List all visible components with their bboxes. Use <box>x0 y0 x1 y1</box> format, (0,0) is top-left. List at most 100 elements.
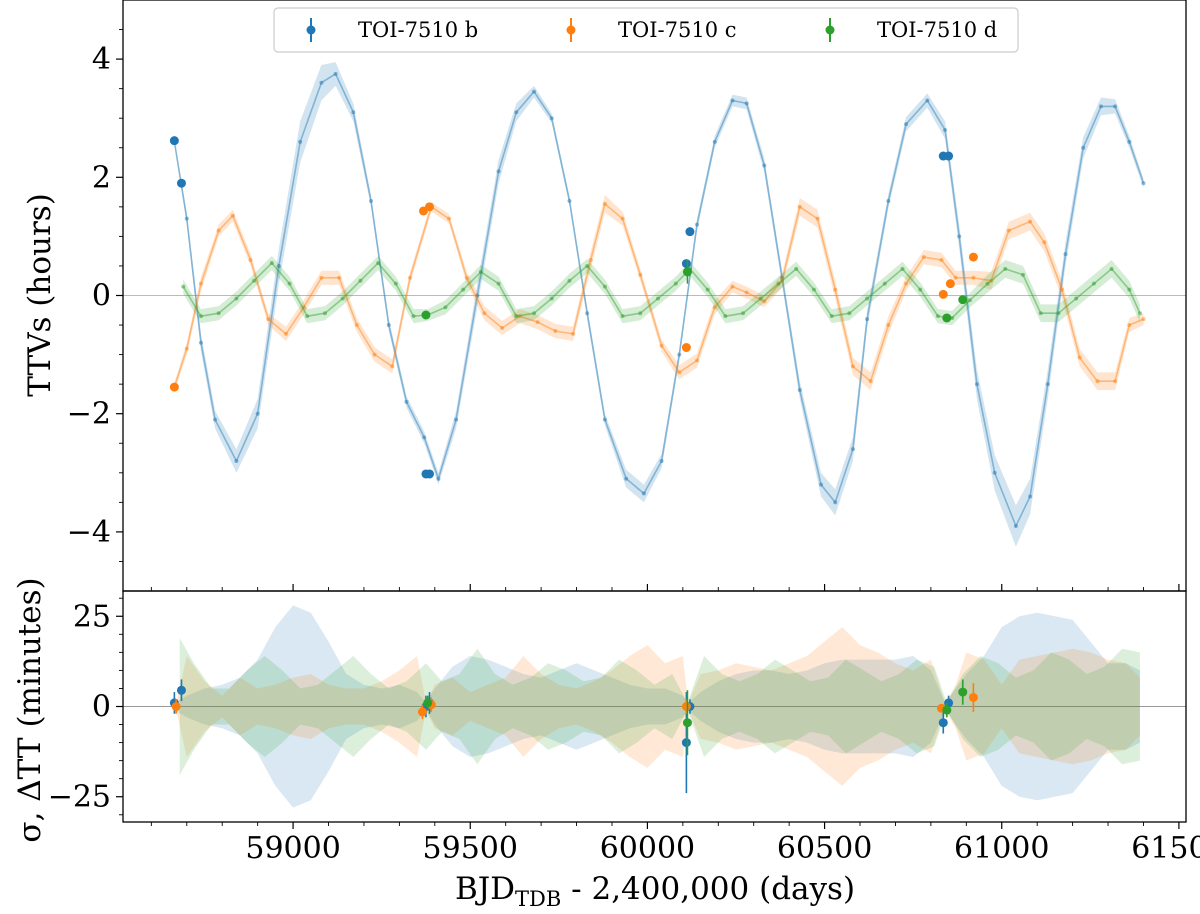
model-point-c <box>989 278 994 283</box>
model-point-d <box>287 281 292 286</box>
residual-point-c <box>171 702 181 711</box>
model-point-b <box>943 128 948 133</box>
model-point-b <box>659 458 664 463</box>
model-point-c <box>850 364 855 369</box>
model-point-d <box>918 287 923 292</box>
observed-point-c <box>681 343 691 353</box>
legend-entry-b: TOI-7510 b <box>306 18 478 42</box>
model-point-d <box>216 311 221 316</box>
uncertainty-band-c <box>176 627 1140 786</box>
model-point-d <box>252 278 257 283</box>
model-point-b <box>957 234 962 239</box>
model-point-b <box>198 340 203 345</box>
model-point-d <box>322 311 327 316</box>
model-point-c <box>904 281 909 286</box>
model-point-c <box>517 314 522 319</box>
legend-marker-c <box>566 25 576 35</box>
model-point-b <box>255 411 260 416</box>
model-point-d <box>496 281 501 286</box>
model-point-c <box>482 311 487 316</box>
legend-box <box>273 7 1019 53</box>
model-point-c <box>1006 228 1011 233</box>
model-point-b <box>333 71 338 76</box>
model-point-d <box>478 269 483 274</box>
x-tick-label: 60500 <box>777 831 872 866</box>
model-point-b <box>925 98 930 103</box>
legend-label-d: TOI-7510 d <box>877 18 997 42</box>
model-point-b <box>797 388 802 393</box>
model-point-b <box>386 323 391 328</box>
top-y-tick-label: −2 <box>67 397 111 432</box>
model-point-b <box>585 311 590 316</box>
model-point-b <box>641 491 646 496</box>
residual-point-d <box>958 687 968 697</box>
model-point-b <box>886 198 891 203</box>
x-axis-label-subscript: TDB <box>515 887 561 911</box>
model-point-d <box>811 287 816 292</box>
model-point-d <box>758 296 763 301</box>
model-point-b <box>762 163 767 168</box>
model-point-c <box>953 275 958 280</box>
legend-entry-c: TOI-7510 c <box>566 18 737 42</box>
model-point-d <box>305 314 310 319</box>
model-point-b <box>184 216 189 221</box>
model-point-c <box>677 370 682 375</box>
top-y-tick-label: −4 <box>67 515 111 550</box>
model-point-b <box>695 222 700 227</box>
model-point-c <box>535 320 540 325</box>
model-point-c <box>319 275 324 280</box>
model-point-c <box>588 258 593 263</box>
model-point-c <box>939 258 944 263</box>
observed-point-c <box>169 382 179 392</box>
model-point-d <box>532 311 537 316</box>
model-point-c <box>730 284 735 289</box>
model-point-b <box>1141 181 1146 186</box>
model-point-d <box>376 260 381 265</box>
model-point-c <box>744 290 749 295</box>
model-point-c <box>337 275 342 280</box>
observed-point-d <box>421 310 431 320</box>
model-point-b <box>319 80 324 85</box>
model-point-b <box>904 122 909 127</box>
model-point-b <box>567 198 572 203</box>
residual-point-b <box>681 738 691 748</box>
model-point-c <box>1095 379 1100 384</box>
model-point-b <box>234 458 239 463</box>
uncertainty-band-b <box>174 605 1140 808</box>
model-point-d <box>1109 266 1114 271</box>
model-point-c <box>815 216 820 221</box>
model-point-b <box>624 476 629 481</box>
x-tick-label: 61500 <box>1131 831 1200 866</box>
top-y-axis-label: TTVs (hours) <box>22 193 58 397</box>
model-point-d <box>234 296 239 301</box>
model-point-b <box>602 417 607 422</box>
observed-point-d <box>682 267 692 277</box>
model-point-c <box>266 317 271 322</box>
model-point-d <box>549 296 554 301</box>
model-point-d <box>935 314 940 319</box>
model-point-d <box>358 278 363 283</box>
model-point-d <box>514 314 519 319</box>
model-point-d <box>656 296 661 301</box>
model-point-c <box>230 213 235 218</box>
observed-point-b <box>685 227 695 237</box>
model-point-d <box>198 314 203 319</box>
top-y-tick-label: 4 <box>92 42 111 77</box>
model-point-d <box>847 311 852 316</box>
model-point-c <box>553 328 558 333</box>
legend: TOI-7510 b TOI-7510 c TOI-7510 d <box>273 7 1019 53</box>
top-y-axis: −4 −2 0 2 4 <box>67 29 123 562</box>
model-point-c <box>712 305 717 310</box>
model-point-b <box>865 317 870 322</box>
model-point-b <box>422 435 427 440</box>
residual-point-d <box>682 718 692 728</box>
legend-marker-b <box>306 25 316 35</box>
model-point-b <box>351 110 356 115</box>
model-point-b <box>992 470 997 475</box>
model-point-b <box>514 110 519 115</box>
model-point-b <box>532 89 537 94</box>
model-point-b <box>1081 145 1086 150</box>
model-point-d <box>705 287 710 292</box>
model-point-b <box>369 198 374 203</box>
